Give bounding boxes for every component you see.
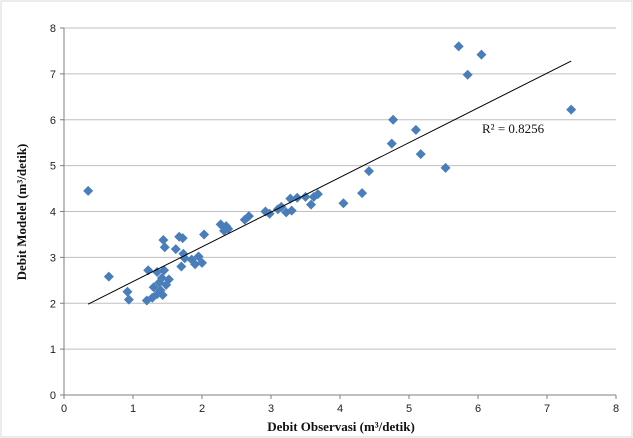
trendline — [87, 60, 572, 305]
data-point — [363, 166, 374, 177]
x-tick-label: 2 — [199, 403, 205, 415]
r-squared-annotation: R² = 0.8256 — [482, 121, 545, 136]
x-tick-label: 0 — [61, 403, 67, 415]
tick-labels: 0 1 2 3 4 5 6 7 8 0 1 2 3 4 5 6 7 8 — [50, 23, 619, 415]
data-point — [103, 271, 114, 282]
x-tick-label: 6 — [475, 403, 481, 415]
y-tick-label: 5 — [50, 161, 56, 173]
data-point — [300, 191, 311, 202]
data-point — [338, 198, 349, 209]
x-tick-label: 1 — [130, 403, 136, 415]
data-point — [152, 267, 163, 278]
data-point — [83, 185, 94, 196]
data-point — [566, 104, 577, 115]
x-tick-label: 8 — [613, 403, 619, 415]
data-point — [156, 273, 167, 284]
data-point — [158, 234, 169, 245]
x-tick-label: 4 — [337, 403, 343, 415]
data-point — [199, 229, 210, 240]
data-point — [357, 188, 368, 199]
y-tick-label: 7 — [50, 69, 56, 81]
data-point — [440, 162, 451, 173]
y-tick-label: 4 — [50, 207, 56, 219]
y-tick-label: 0 — [50, 390, 56, 402]
data-point — [410, 124, 421, 135]
data-point — [453, 41, 464, 52]
x-tick-label: 7 — [544, 403, 550, 415]
data-point — [462, 69, 473, 80]
data-point — [123, 294, 134, 305]
data-point — [306, 199, 317, 210]
y-tick-label: 6 — [50, 115, 56, 127]
y-tick-label: 1 — [50, 344, 56, 356]
data-point — [243, 211, 254, 222]
data-point — [286, 205, 297, 216]
gridlines — [64, 27, 616, 350]
y-tick-label: 8 — [50, 23, 56, 35]
x-axis-title: Debit Observasi (m³/detik) — [267, 419, 415, 434]
y-tick-label: 2 — [50, 298, 56, 310]
data-point — [157, 289, 168, 300]
data-point — [148, 282, 159, 293]
data-point — [223, 223, 234, 234]
data-point — [312, 189, 323, 200]
y-axis-title: Debit Modelel (m³/detik) — [14, 144, 29, 281]
data-point — [176, 261, 187, 272]
data-point — [163, 274, 174, 285]
data-point — [476, 49, 487, 60]
data-point — [197, 257, 207, 268]
data-point — [122, 286, 133, 297]
x-tick-label: 5 — [406, 403, 412, 415]
data-point — [415, 149, 426, 160]
data-point — [386, 138, 397, 149]
data-point — [388, 114, 399, 125]
x-tick-label: 3 — [268, 403, 274, 415]
y-tick-label: 3 — [50, 252, 56, 264]
data-point — [170, 244, 181, 255]
data-point — [177, 233, 188, 244]
data-point — [190, 259, 201, 270]
data-point — [179, 253, 190, 264]
data-point — [159, 242, 170, 253]
